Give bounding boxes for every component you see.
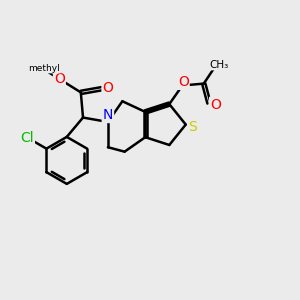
- Text: O: O: [103, 81, 113, 95]
- Text: S: S: [188, 120, 197, 134]
- Text: O: O: [210, 98, 221, 112]
- Text: methyl: methyl: [28, 64, 60, 73]
- Text: N: N: [103, 108, 113, 122]
- Text: Cl: Cl: [20, 130, 34, 145]
- Text: O: O: [54, 72, 65, 86]
- Text: CH₃: CH₃: [209, 59, 229, 70]
- Text: O: O: [178, 75, 189, 89]
